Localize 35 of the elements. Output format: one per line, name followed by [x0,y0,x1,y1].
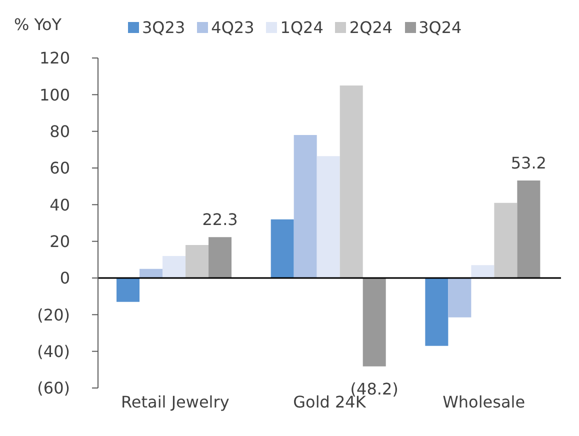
bar [340,86,363,278]
bar [316,156,340,278]
legend-label: 4Q23 [210,18,254,37]
bar [294,135,317,278]
bar [517,180,540,278]
x-tick-label: Wholesale [442,392,526,412]
bar [494,202,518,278]
legend-label: 1Q24 [279,18,324,37]
y-tick-label: (60) [37,378,70,398]
y-tick-label: (20) [37,305,70,324]
y-tick-label: 60 [50,158,70,178]
bar [471,265,494,278]
bar [448,278,472,318]
legend-label: 2Q24 [348,18,393,37]
bar [186,245,209,278]
data-label: 22.3 [202,210,238,230]
bar [162,256,186,278]
bar [116,278,140,302]
legend-label: 3Q23 [141,18,186,37]
bar [362,278,386,366]
y-tick-label: 80 [50,122,70,142]
y-tick-label: 40 [50,195,70,214]
bar [208,237,232,278]
y-axis-title: % YoY [14,15,62,34]
bar [270,219,294,278]
y-tick-label: 100 [39,85,70,104]
y-tick-label: 20 [50,232,70,252]
legend-label: 3Q24 [418,18,462,37]
data-label: 53.2 [510,153,546,172]
y-tick-label: 0 [60,268,70,288]
bar [140,268,163,278]
x-tick-label: Retail Jewelry [121,392,230,412]
y-tick-label: 120 [39,48,70,68]
y-tick-label: (40) [37,342,70,362]
bar [425,278,448,346]
